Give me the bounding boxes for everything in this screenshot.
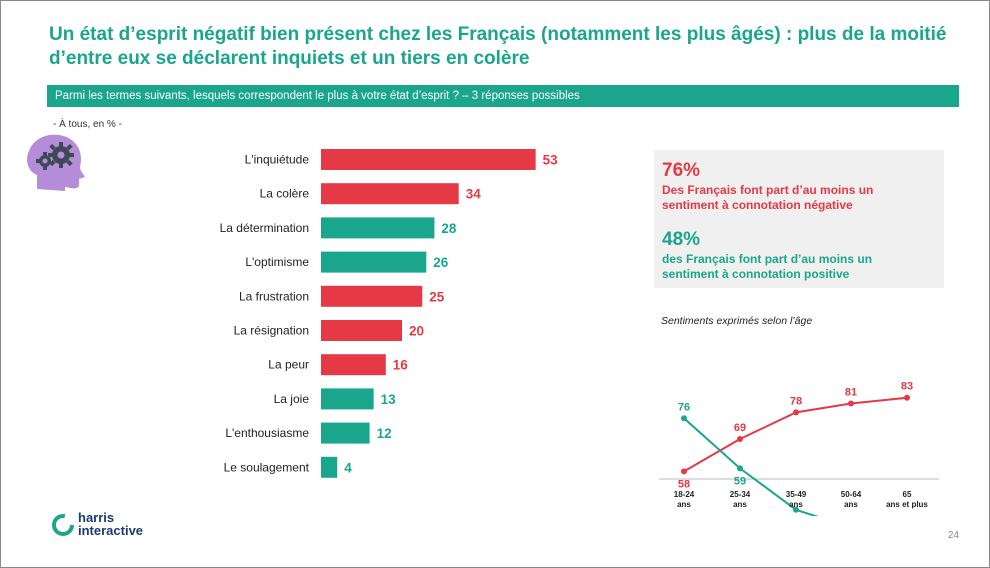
bar-value: 12 <box>377 426 392 441</box>
data-point <box>793 506 799 513</box>
harris-logo-ring-icon <box>52 514 74 536</box>
bar-value: 16 <box>393 358 409 373</box>
data-point <box>737 436 743 442</box>
bar-label: La détermination <box>220 221 309 235</box>
bar-label: L'optimisme <box>245 255 309 269</box>
harris-logo: harris interactive <box>51 511 171 543</box>
x-tick-label: ans <box>789 500 803 509</box>
x-tick-label: ans <box>677 500 691 509</box>
bar <box>321 354 386 376</box>
question-banner: Parmi les termes suivants, lesquels corr… <box>47 85 959 107</box>
summary-box: 76% Des Français font part d’au moins un… <box>654 150 944 288</box>
x-tick-label: 50-64 <box>841 490 862 499</box>
positive-text: des Français font part d’au moins un sen… <box>662 252 873 281</box>
data-point <box>681 468 687 475</box>
logo-line2: interactive <box>78 523 144 538</box>
bar <box>321 217 435 239</box>
x-tick-label: 18-24 <box>674 490 695 499</box>
base-note: - À tous, en % - <box>53 119 122 130</box>
data-label: 59 <box>734 475 746 487</box>
data-point <box>793 409 799 416</box>
bar-label: L'enthousiasme <box>225 426 309 440</box>
x-tick-label: 35-49 <box>786 490 807 499</box>
bar <box>321 251 427 273</box>
bar-label: La colère <box>260 187 310 201</box>
bar-label: L'inquiétude <box>245 153 310 167</box>
bar <box>321 456 338 478</box>
page-number: 24 <box>947 530 959 541</box>
bar-label: La frustration <box>239 289 309 303</box>
series-line-negative <box>683 396 908 473</box>
bar <box>321 149 536 170</box>
bar-value: 25 <box>429 289 445 304</box>
bar-value: 34 <box>466 187 482 202</box>
line-chart: 5869788183765945394018-24ans25-34ans35-4… <box>659 381 939 516</box>
x-tick-label: 25-34 <box>730 490 751 499</box>
bar-value: 20 <box>409 324 424 339</box>
data-label: 69 <box>734 422 746 434</box>
x-tick-label: 65 <box>903 490 912 499</box>
line-chart-title: Sentiments exprimés selon l’âge <box>661 315 813 327</box>
data-label: 83 <box>901 381 913 393</box>
negative-text: Des Français font part d’au moins un sen… <box>662 183 874 212</box>
bar-value: 28 <box>441 221 457 236</box>
bar-label: La joie <box>274 392 310 406</box>
bar-value: 4 <box>344 460 352 475</box>
bar <box>321 183 459 205</box>
logo-line1: harris <box>78 510 115 525</box>
data-label: 76 <box>678 401 690 413</box>
data-point <box>848 400 854 407</box>
x-tick-label: ans <box>733 500 747 509</box>
negative-pct: 76% <box>662 160 701 181</box>
bar <box>321 285 423 307</box>
bar <box>321 320 402 341</box>
data-label: 58 <box>678 478 690 490</box>
data-point <box>737 465 743 472</box>
data-point <box>681 415 687 422</box>
data-label: 78 <box>790 395 802 407</box>
data-label: 81 <box>845 387 857 399</box>
bar-chart: L'inquiétude 53 La colère 34 La déterminatio… <box>220 149 559 478</box>
bar-value: 26 <box>433 255 449 270</box>
positive-pct: 48% <box>662 229 701 250</box>
bar-value: 13 <box>381 392 397 407</box>
x-tick-label: ans <box>844 500 858 509</box>
bar <box>321 422 370 444</box>
bar-label: Le soulagement <box>224 460 310 474</box>
head-gears-icon <box>23 131 89 193</box>
slide-title: Un état d’esprit négatif bien présent ch… <box>49 24 947 69</box>
bar-value: 53 <box>543 153 559 168</box>
bar <box>321 388 374 410</box>
data-point <box>904 394 910 401</box>
bar-label: La résignation <box>234 324 309 338</box>
bar-label: La peur <box>268 358 309 372</box>
x-tick-label: ans et plus <box>886 500 928 509</box>
